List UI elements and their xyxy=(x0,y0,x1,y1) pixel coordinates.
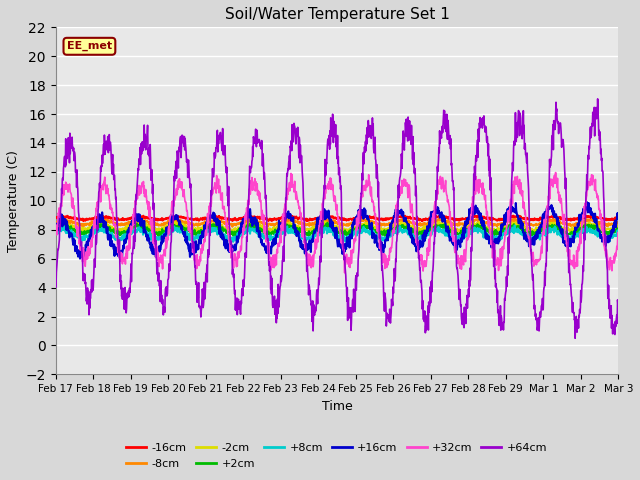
+64cm xyxy=(52,265,60,271)
+64cm xyxy=(312,308,320,313)
+2cm xyxy=(324,220,332,226)
+16cm xyxy=(52,221,60,227)
+8cm xyxy=(301,239,308,245)
-2cm xyxy=(291,222,298,228)
+32cm xyxy=(291,184,298,190)
-2cm xyxy=(52,226,60,231)
+16cm xyxy=(303,248,310,253)
-8cm xyxy=(435,216,443,221)
+16cm xyxy=(313,221,321,227)
-16cm xyxy=(52,215,60,221)
+8cm xyxy=(372,234,380,240)
+16cm xyxy=(583,199,591,205)
Line: -8cm: -8cm xyxy=(56,218,618,227)
+64cm xyxy=(614,299,622,305)
+16cm xyxy=(291,222,299,228)
+16cm xyxy=(118,248,126,254)
+64cm xyxy=(572,336,579,341)
-16cm xyxy=(291,215,299,221)
-2cm xyxy=(568,229,576,235)
-8cm xyxy=(614,219,622,225)
-16cm xyxy=(95,215,103,220)
+32cm xyxy=(302,250,310,255)
-2cm xyxy=(321,218,328,224)
-8cm xyxy=(95,217,103,223)
+2cm xyxy=(291,224,299,230)
+8cm xyxy=(313,233,321,239)
+64cm xyxy=(594,96,602,102)
Legend: -16cm, -8cm, -2cm, +2cm, +8cm, +16cm, +32cm, +64cm: -16cm, -8cm, -2cm, +2cm, +8cm, +16cm, +3… xyxy=(122,439,552,473)
Line: +8cm: +8cm xyxy=(56,226,618,242)
-16cm xyxy=(118,217,126,223)
+32cm xyxy=(118,258,126,264)
+32cm xyxy=(312,244,320,250)
+64cm xyxy=(372,157,380,163)
Line: -16cm: -16cm xyxy=(56,215,618,221)
+2cm xyxy=(118,229,126,235)
-8cm xyxy=(118,221,126,227)
+8cm xyxy=(291,228,298,234)
-8cm xyxy=(52,219,60,225)
-2cm xyxy=(312,224,320,229)
+8cm xyxy=(303,235,310,241)
X-axis label: Time: Time xyxy=(321,400,353,413)
+32cm xyxy=(372,222,380,228)
+64cm xyxy=(95,188,103,193)
+8cm xyxy=(95,226,103,232)
+8cm xyxy=(52,231,60,237)
+32cm xyxy=(95,189,103,194)
+2cm xyxy=(95,222,103,228)
+2cm xyxy=(372,228,380,233)
+8cm xyxy=(511,223,518,228)
Line: +32cm: +32cm xyxy=(56,172,618,273)
Line: -2cm: -2cm xyxy=(56,221,618,232)
+64cm xyxy=(302,248,310,254)
Line: +64cm: +64cm xyxy=(56,99,618,338)
-8cm xyxy=(303,222,310,228)
+64cm xyxy=(291,122,298,128)
-16cm xyxy=(130,212,138,218)
+32cm xyxy=(614,232,622,238)
-2cm xyxy=(118,227,126,233)
-8cm xyxy=(372,219,380,225)
+16cm xyxy=(614,210,622,216)
+32cm xyxy=(341,270,349,276)
+16cm xyxy=(118,257,126,263)
-2cm xyxy=(95,222,103,228)
+64cm xyxy=(118,288,126,294)
-16cm xyxy=(372,216,380,222)
+32cm xyxy=(52,227,60,233)
-8cm xyxy=(291,217,299,223)
+2cm xyxy=(303,231,310,237)
-2cm xyxy=(372,226,380,231)
Y-axis label: Temperature (C): Temperature (C) xyxy=(7,150,20,252)
+16cm xyxy=(372,233,380,239)
Line: +2cm: +2cm xyxy=(56,223,618,237)
Title: Soil/Water Temperature Set 1: Soil/Water Temperature Set 1 xyxy=(225,7,449,22)
+32cm xyxy=(552,169,559,175)
Line: +16cm: +16cm xyxy=(56,202,618,260)
-2cm xyxy=(302,226,310,232)
+2cm xyxy=(313,228,321,233)
-16cm xyxy=(614,215,622,221)
-2cm xyxy=(614,225,622,230)
Text: EE_met: EE_met xyxy=(67,41,112,51)
+2cm xyxy=(614,228,622,233)
-16cm xyxy=(303,216,310,222)
+16cm xyxy=(95,216,103,221)
-8cm xyxy=(313,220,321,226)
+2cm xyxy=(52,227,60,233)
-16cm xyxy=(79,218,87,224)
-16cm xyxy=(313,216,321,221)
+8cm xyxy=(614,230,622,236)
+8cm xyxy=(118,237,126,243)
-8cm xyxy=(228,224,236,230)
+2cm xyxy=(157,234,164,240)
